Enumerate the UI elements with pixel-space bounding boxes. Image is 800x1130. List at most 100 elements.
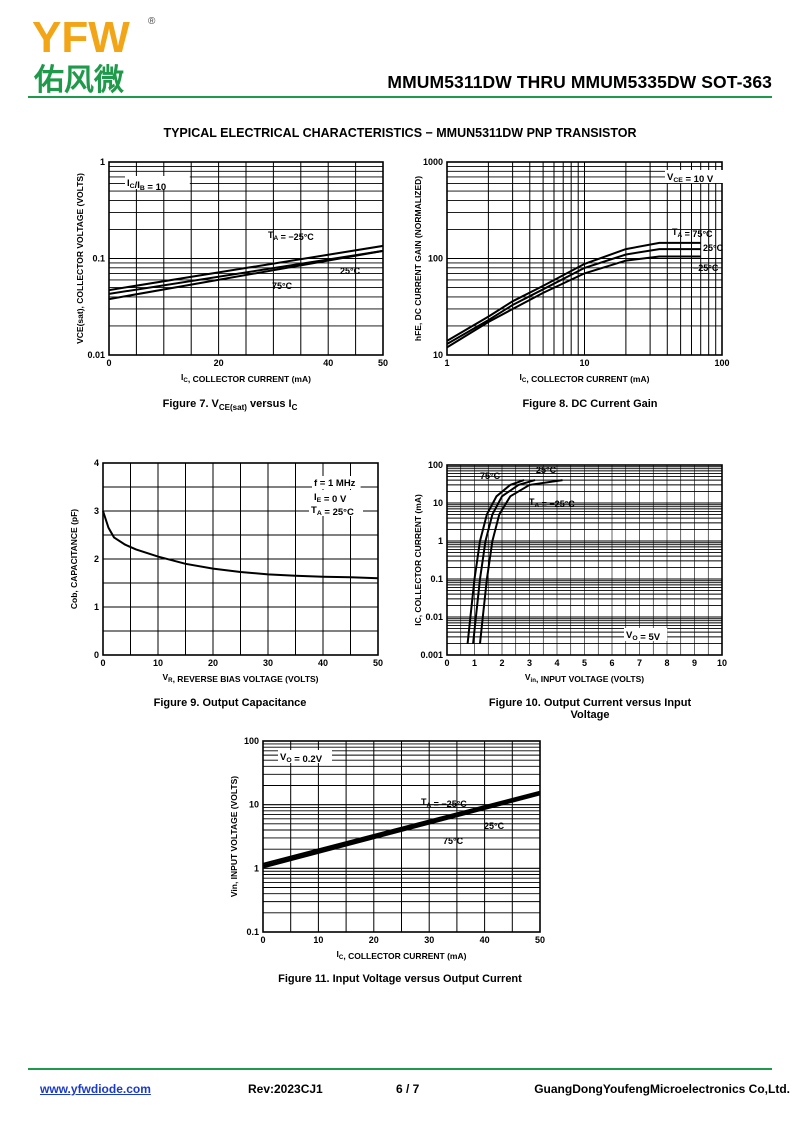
fig7-series-label: 75°C [272,281,293,291]
fig11-series-label: 75°C [443,836,464,846]
fig7-caption-sub: CE(sat) [218,403,247,413]
fig7-series-line [108,244,384,292]
fig10-y-tick-label: 1 [438,536,443,546]
fig10-caption-line2: Voltage [570,709,610,721]
fig10-chart: 0 1 2 3 4 5 6 7 8 9 10 0.001 0.01 0.1 1 10 100 Vin, INPUT… [413,460,727,684]
page-header: YFW ® 佑风微 MMUM5311DW THRU MMUM5335DW SOT… [0,0,800,100]
fig7-series-line [108,249,384,301]
fig10-x-tick-label: 2 [499,658,504,668]
fig11-frame [262,740,541,933]
fig9-series-line [102,510,379,580]
fig7-x-tick-label: 50 [378,358,388,368]
fig8-y-axis-label: hFE, DC CURRENT GAIN (NORMALIZED) [413,176,423,341]
document-title: MMUM5311DW THRU MMUM5335DW SOT-363 [387,72,772,92]
fig11-series-label: 25°C [484,821,505,831]
fig9-x-axis-label: VR, REVERSE BIAS VOLTAGE (VOLTS) [162,672,318,684]
fig10-y-tick-label: 100 [428,460,443,470]
fig9-chart: 0 10 20 30 40 50 0 1 2 3 4 VR, REVERSE BIAS VOLTAGE… [69,458,383,684]
fig7-series-label: 25°C [340,266,361,276]
fig7-y-tick-label: 0.1 [92,254,105,264]
figure-9-caption: Figure 9. Output Capacitance [153,697,307,709]
fig8-x-tick-label: 10 [579,358,589,368]
fig10-x-tick-label: 1 [472,658,477,668]
fig9-y-tick-label: 0 [94,650,99,660]
fig8-y-tick-label: 1000 [423,157,443,167]
fig9-x-tick-label: 0 [100,658,105,668]
fig9-frame [102,462,379,656]
fig11-y-tick-label: 1 [254,863,259,873]
fig9-annotation-bg [312,476,361,489]
section-title: TYPICAL ELECTRICAL CHARACTERISTICS − MMU… [163,126,637,140]
fig8-series-label: TA = 75°C [672,227,713,239]
logo-letters: YFW [32,13,130,62]
fig7-y-tick-label: 1 [100,157,105,167]
fig10-x-axis-label: Vin, INPUT VOLTAGE (VOLTS) [525,672,644,684]
fig7-annotation: IC/IB = 10 [127,178,166,193]
fig9-x-tick-label: 10 [153,658,163,668]
footer-website[interactable]: www.yfwdiode.com [40,1082,151,1096]
fig10-y-axis-label: IC, COLLECTOR CURRENT (mA) [413,494,423,626]
fig7-caption-sub2: C [291,403,298,413]
fig10-series-line [472,479,536,644]
fig11-series-line [262,791,541,867]
fig7-y-tick-label: 0.01 [87,350,105,360]
fig7-y-axis-label: VCE(sat), COLLECTOR VOLTAGE (VOLTS) [75,173,85,344]
figure-10-caption: Figure 10. Output Current versus Input V… [420,697,760,721]
fig11-series-label: TA = −25°C [421,797,467,809]
fig9-annotation-bg [312,490,361,503]
fig8-x-tick-label: 1 [444,358,449,368]
fig11-x-tick-label: 40 [480,935,490,945]
fig7-x-axis-label: IC, COLLECTOR CURRENT (mA) [181,372,311,384]
fig10-x-tick-label: 7 [637,658,642,668]
fig11-x-axis-label: IC, COLLECTOR CURRENT (mA) [337,949,467,961]
fig10-series-line [466,479,525,644]
fig11-x-tick-label: 20 [369,935,379,945]
fig8-annotation: VCE = 10 V [667,172,714,185]
fig10-series-line [479,479,563,644]
fig11-x-tick-label: 50 [535,935,545,945]
fig10-x-tick-label: 6 [609,658,614,668]
figure-11-caption: Figure 11. Input Voltage versus Output C… [278,973,522,985]
fig7-x-tick-label: 40 [323,358,333,368]
fig9-x-tick-label: 50 [373,658,383,668]
header-divider [28,96,772,98]
fig7-series-label: TA = −25°C [268,230,314,242]
fig10-y-tick-label: 0.001 [420,650,443,660]
fig11-y-tick-label: 10 [249,800,259,810]
fig8-series-line [446,255,701,349]
logo-chinese: 佑风微 [33,63,124,96]
fig10-x-tick-label: 3 [527,658,532,668]
fig10-y-tick-label: 0.1 [430,574,443,584]
fig9-x-tick-label: 40 [318,658,328,668]
fig10-x-tick-label: 4 [554,658,559,668]
fig11-chart: 0 10 20 30 40 50 0.1 1 10 100 IC, COLLECTOR CURREN… [229,736,545,961]
fig11-annotation-bg [278,750,332,763]
logo-graphic: YFW ® 佑风微 [32,13,156,96]
fig8-series-label: −25°C [693,263,719,273]
fig11-x-tick-label: 0 [260,935,265,945]
fig8-y-tick-label: 100 [428,254,443,264]
fig10-x-tick-label: 10 [717,658,727,668]
fig9-annotation-bg [309,503,363,516]
fig9-y-tick-label: 3 [94,506,99,516]
footer-divider [28,1068,772,1070]
fig9-annotation: f = 1 MHz [314,478,356,489]
website-link[interactable]: www.yfwdiode.com [40,1082,151,1096]
footer-company: GuangDongYoufengMicroelectronics Co,Ltd. [534,1082,790,1096]
fig10-y-tick-label: 0.01 [425,612,443,622]
fig8-annotation-bg [665,170,725,183]
fig10-grid [446,465,723,656]
fig9-x-tick-label: 20 [208,658,218,668]
fig8-frame [446,161,723,356]
fig9-y-tick-label: 1 [94,602,99,612]
fig7-x-tick-label: 20 [214,358,224,368]
fig7-caption-part1: Figure 7. V [162,398,219,410]
fig7-frame [108,161,384,356]
fig10-x-tick-label: 5 [582,658,587,668]
fig9-annotation: IE = 0 V [314,492,347,505]
fig7-chart: 0 20 40 50 0.01 0.1 1 IC, COLLECTOR CURRENT (mA… [75,157,388,384]
fig9-y-axis-label: Cob, CAPACITANCE (pF) [69,509,79,609]
fig9-annotation: TA = 25°C [311,505,354,518]
fig10-x-tick-label: 8 [664,658,669,668]
